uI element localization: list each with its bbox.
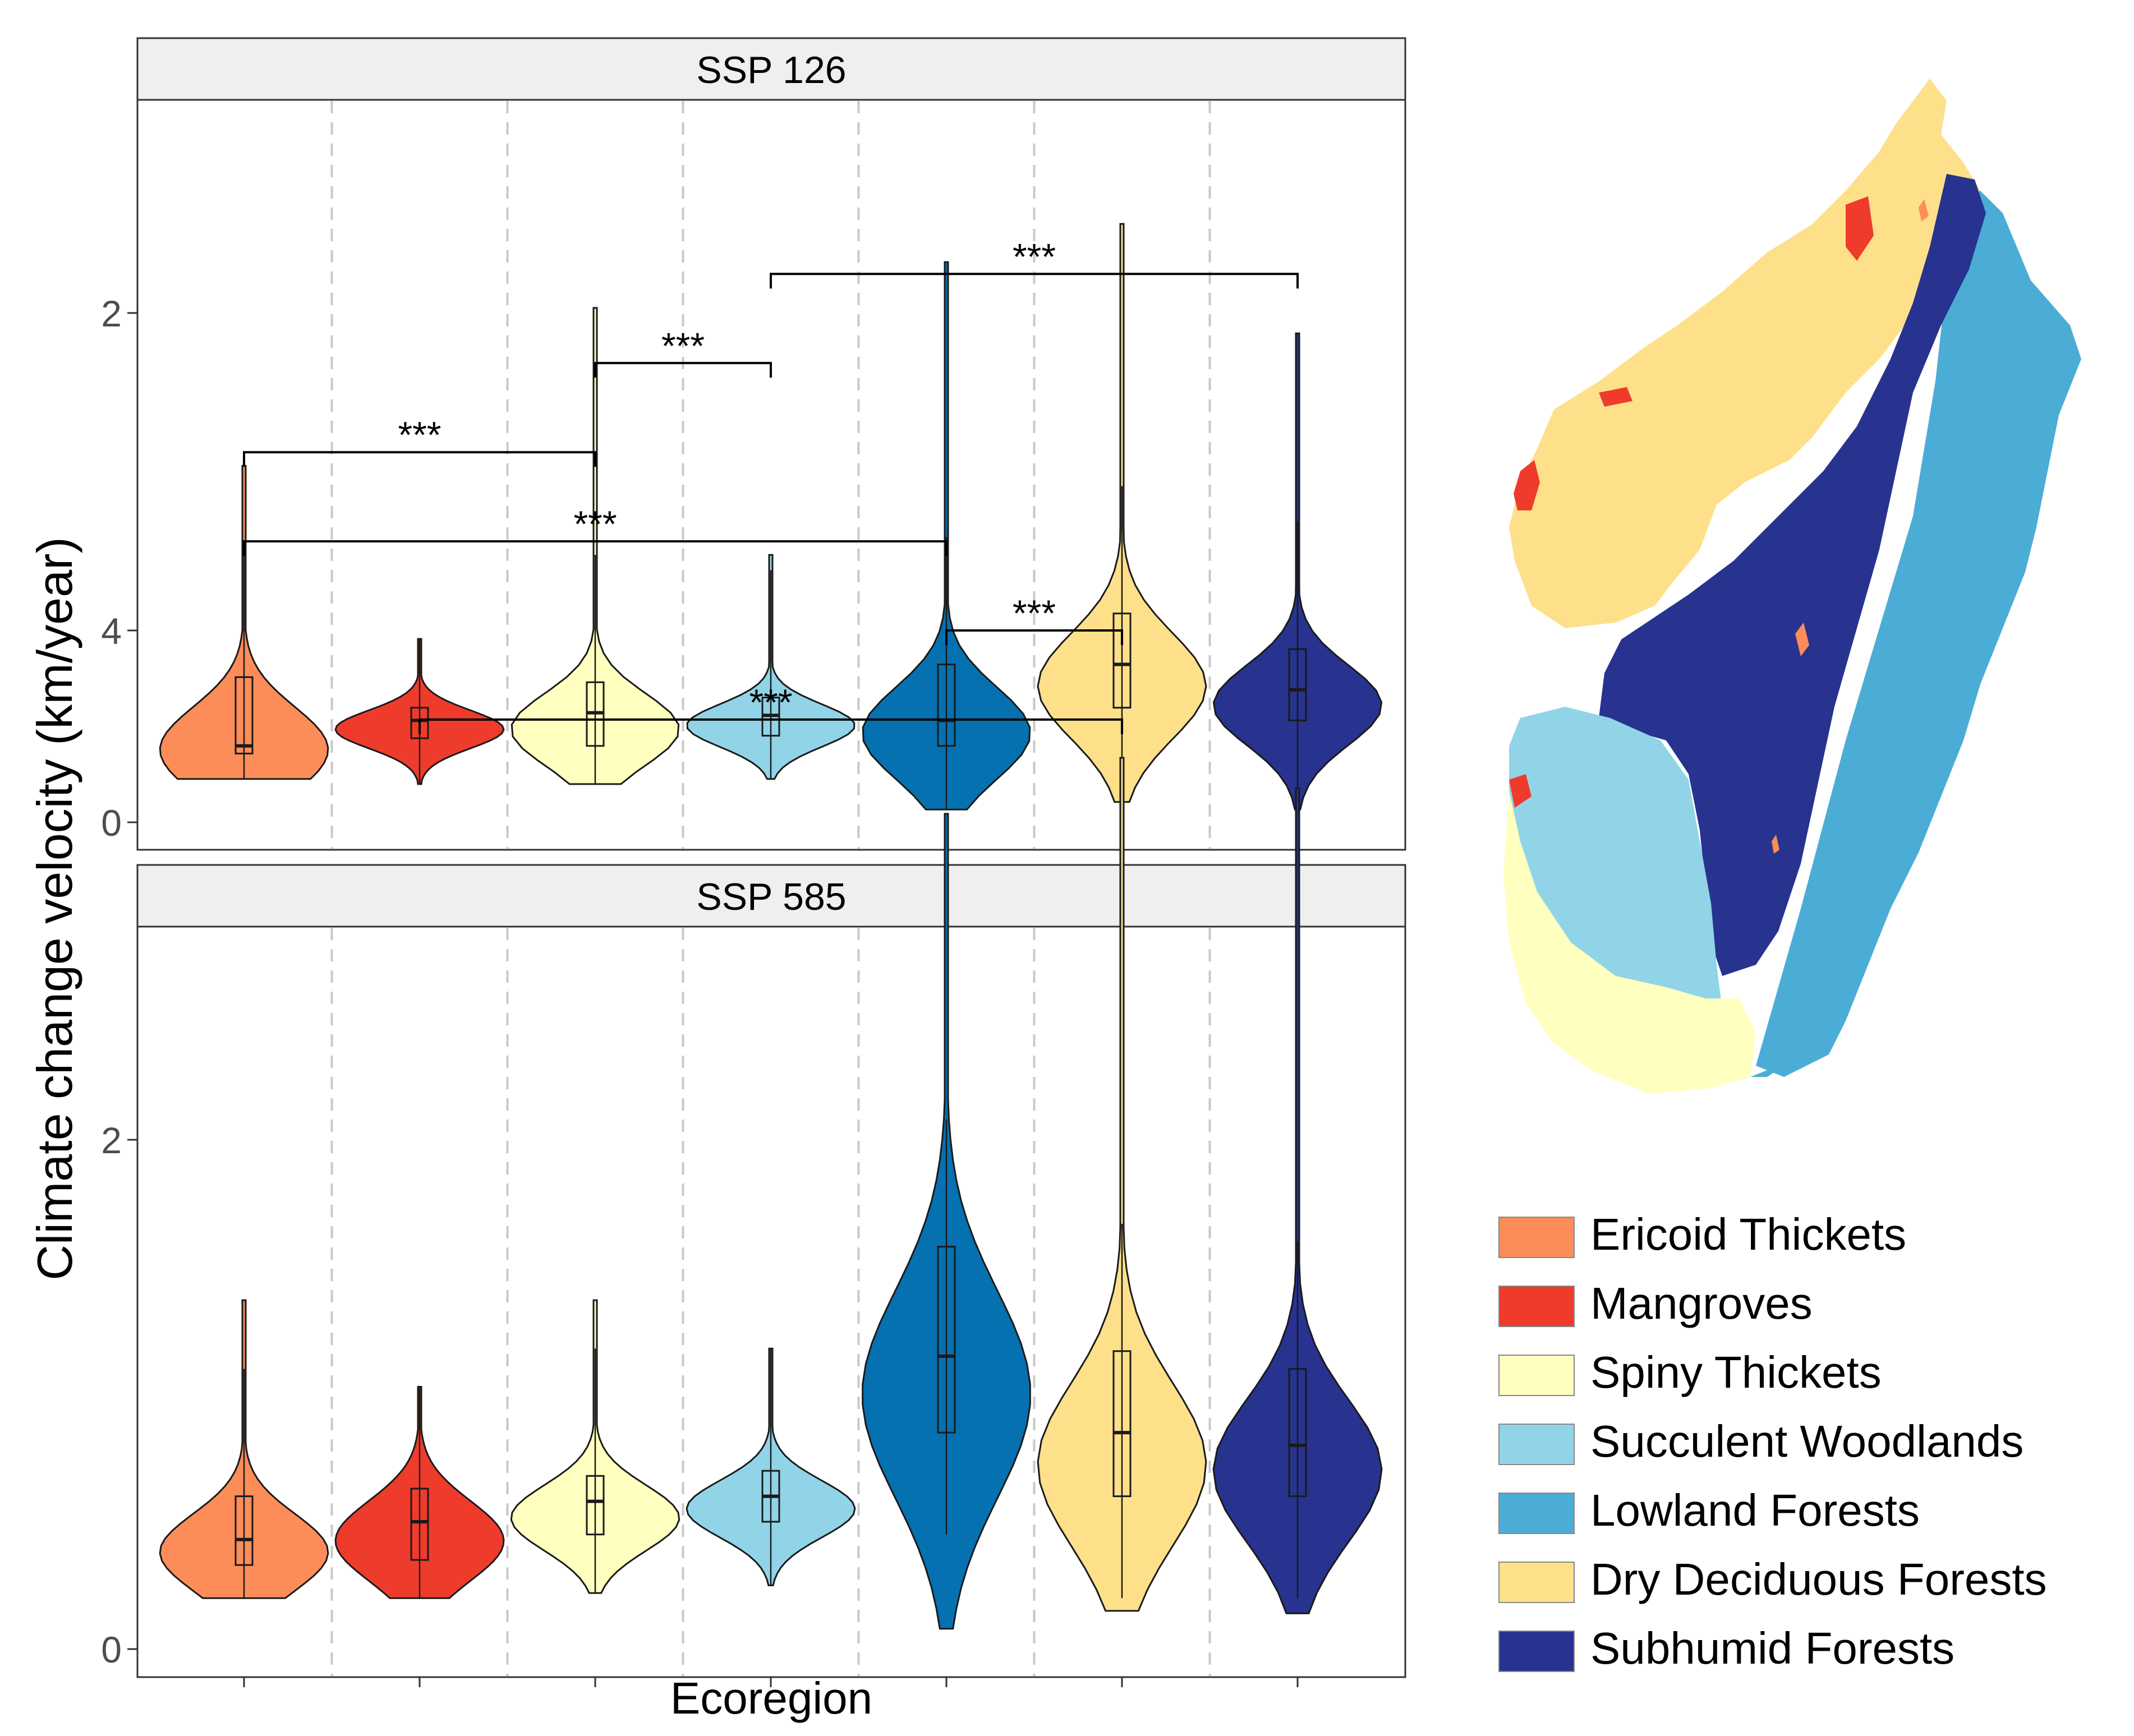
violin-subhumid-forests (1212, 788, 1383, 1614)
significance-bracket (243, 451, 596, 467)
map-spiny-thickets (1503, 791, 1756, 1094)
legend-swatch (1498, 1631, 1575, 1672)
boxplot-box (937, 664, 956, 747)
panel-strip (136, 37, 1406, 101)
violin-charts: SSP 126024******************SSP 585024**… (101, 37, 1406, 1687)
boxplot-box (234, 676, 254, 754)
boxplot-box (1112, 613, 1132, 709)
boxplot-box (586, 1475, 605, 1536)
y-tick-label: 0 (101, 802, 122, 844)
y-tick-label: 2 (101, 1120, 122, 1161)
map-ericoid-thickets-2 (1919, 199, 1929, 222)
significance-label: *** (573, 503, 617, 545)
map-mangroves-1 (1514, 460, 1540, 510)
map-mangroves-2 (1599, 387, 1632, 407)
legend-swatch (1498, 1217, 1575, 1258)
boxplot-box (1288, 1368, 1307, 1498)
legend-swatch (1498, 1424, 1575, 1465)
map-lowland-forests (1756, 191, 2081, 1077)
significance-label: *** (1013, 236, 1056, 277)
legend-label: Spiny Thickets (1590, 1347, 1882, 1397)
y-tick-label: 2 (101, 293, 122, 334)
legend-swatch (1498, 1562, 1575, 1603)
violin-spiny-thickets (510, 307, 680, 785)
significance-label: *** (749, 681, 792, 723)
madagascar-ecoregion-map (1503, 79, 2081, 1094)
significance-bracket (594, 362, 772, 378)
legend-swatch (1498, 1355, 1575, 1396)
legend-label: Ericoid Thickets (1590, 1209, 1906, 1259)
y-axis-label: Climate change velocity (km/year) (27, 537, 82, 1280)
boxplot-box (1112, 1350, 1132, 1498)
boxplot-box (1288, 648, 1307, 721)
x-axis-label: Ecoregion (670, 1673, 872, 1723)
significance-bracket (945, 629, 1123, 645)
panel-strip (136, 864, 1406, 928)
legend-label: Mangroves (1590, 1278, 1813, 1328)
significance-label: *** (1013, 592, 1056, 634)
legend: Ericoid Thickets Mangroves Spiny Thickets S… (1498, 1209, 2047, 1673)
map-mangroves-3 (1846, 196, 1874, 261)
boxplot-box (410, 707, 429, 739)
boxplot-box (937, 1246, 956, 1434)
boxplot-box (234, 1495, 254, 1566)
map-ericoid-thickets-1 (1795, 623, 1809, 656)
y-tick-label: 4 (101, 610, 122, 652)
legend-swatch (1498, 1286, 1575, 1327)
panel-2: SSP 585 0 2 4 *** *** *** *** *** *** (101, 236, 1406, 1687)
significance-label: *** (661, 325, 705, 366)
map-mangroves-4 (1509, 774, 1531, 808)
violin-lowland-forests (862, 261, 1031, 811)
legend-label: Lowland Forests (1590, 1485, 1920, 1535)
legend-swatch (1498, 1493, 1575, 1534)
y-tick-label: 0 (101, 1629, 122, 1670)
significance-bracket (418, 718, 1123, 734)
legend-label: Succulent Woodlands (1590, 1416, 2023, 1466)
significance-bracket (243, 540, 948, 556)
map-subhumid-forests (1599, 174, 1986, 976)
boxplot-box (410, 1488, 429, 1561)
significance-bracket (770, 273, 1299, 289)
panel-title: SSP 126 (696, 49, 846, 91)
legend-label: Subhumid Forests (1590, 1623, 1954, 1673)
panel-title: SSP 585 (696, 876, 846, 918)
violin-dry-deciduous-forests (1037, 757, 1207, 1612)
significance-label: *** (398, 414, 441, 455)
map-ericoid-thickets-3 (1772, 835, 1779, 854)
panel-1: SSP 126 0 2 4 *** *** *** *** *** *** (101, 37, 1406, 851)
legend-label: Dry Deciduous Forests (1590, 1554, 2047, 1604)
